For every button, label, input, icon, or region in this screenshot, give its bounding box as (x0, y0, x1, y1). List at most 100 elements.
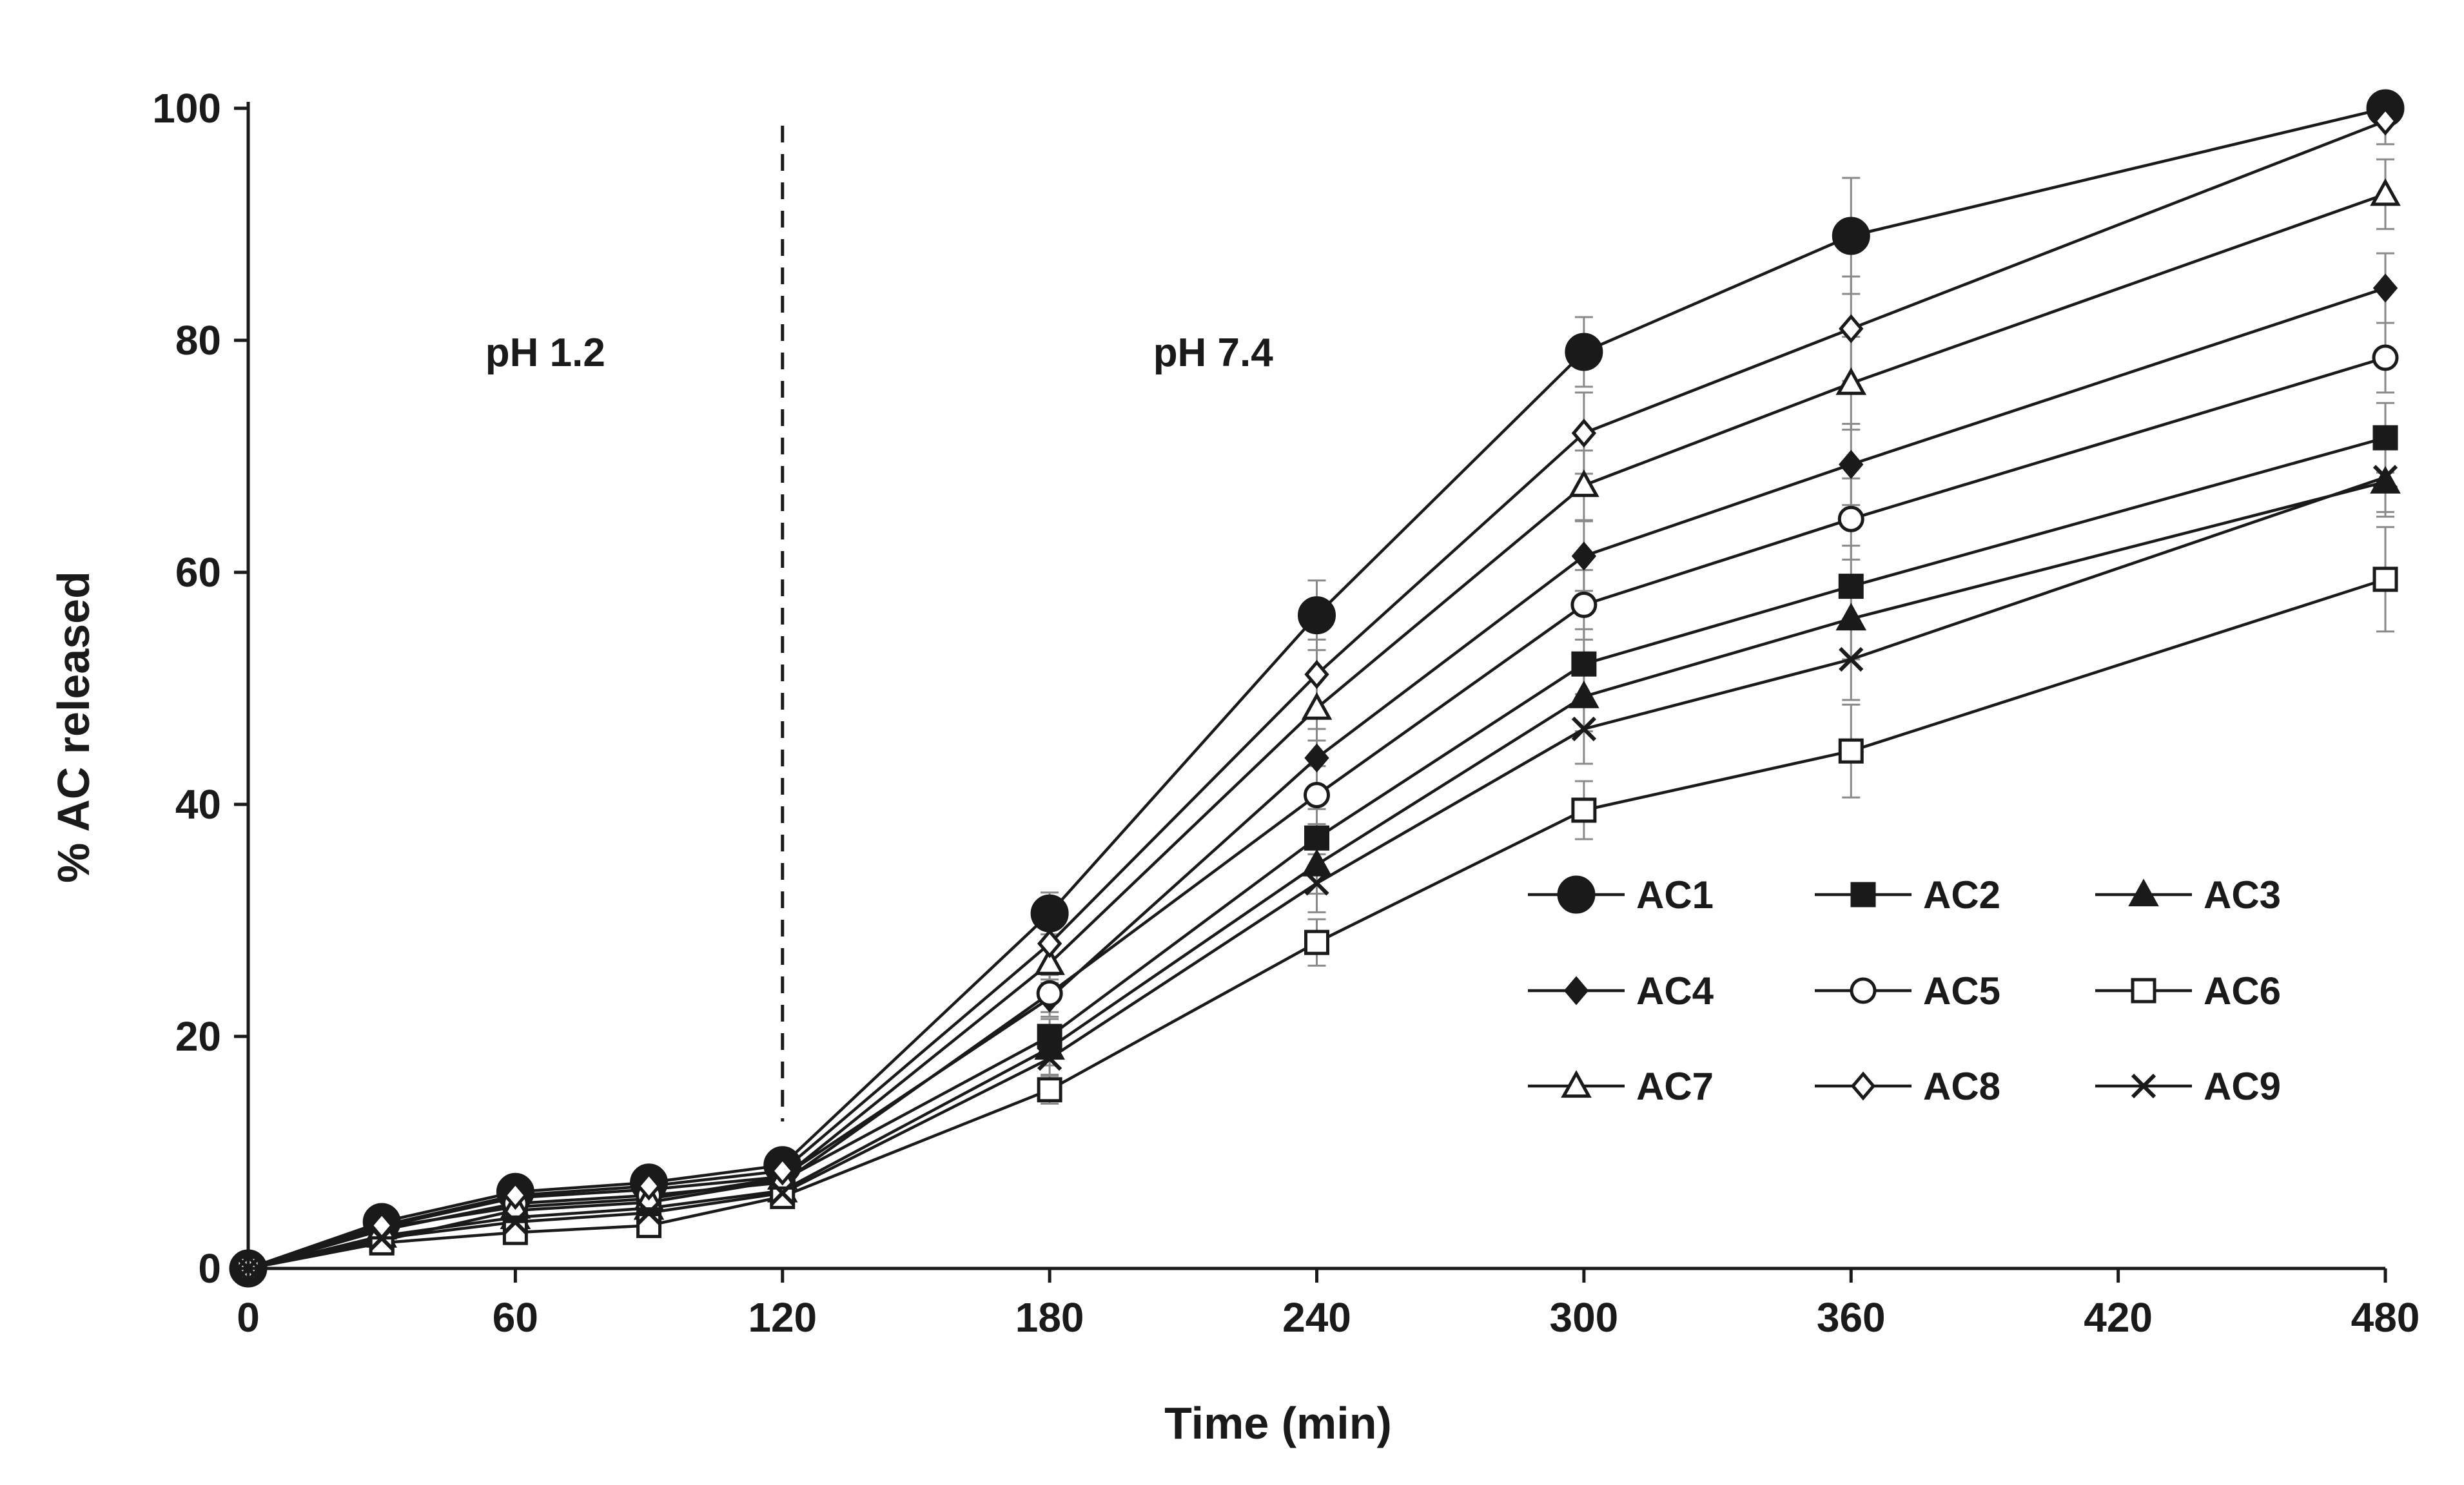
point-ac2-240 (1304, 825, 1329, 851)
point-ac5-240 (1304, 782, 1330, 809)
legend-entry-ac2: AC2 (1815, 873, 2000, 917)
point-ac8-90 (636, 1171, 661, 1201)
legend-marker-ac1 (1557, 875, 1596, 914)
point-ac4-480 (2372, 273, 2398, 303)
error-bars (373, 95, 2394, 1249)
x-tick-label-240: 240 (1282, 1294, 1351, 1341)
point-ac9-180 (1037, 1046, 1062, 1071)
point-ac9-30 (369, 1226, 395, 1251)
point-ac2-480 (2372, 425, 2398, 451)
x-tick-label-300: 300 (1549, 1294, 1618, 1341)
legend-label-ac5: AC5 (1923, 969, 2000, 1013)
legend-label-ac9: AC9 (2204, 1065, 2281, 1108)
series-line-ac6 (248, 578, 2386, 1270)
point-ac1-180 (1030, 894, 1069, 933)
point-ac9-300 (1571, 716, 1596, 742)
legend-label-ac2: AC2 (1923, 873, 2000, 917)
point-ac9-240 (1304, 871, 1329, 896)
point-ac5-300 (1570, 591, 1598, 618)
legend-entry-ac9: AC9 (2095, 1065, 2281, 1108)
phase-label-1: pH 7.4 (1153, 331, 1274, 375)
point-ac8-240 (1304, 659, 1329, 689)
phase-label-0: pH 1.2 (485, 331, 605, 375)
legend-marker-ac5 (1850, 977, 1877, 1004)
x-tick-label-180: 180 (1015, 1294, 1084, 1341)
point-ac7-240 (1301, 692, 1333, 720)
legend-marker-ac2 (1850, 882, 1876, 908)
legend-entry-ac6: AC6 (2095, 969, 2281, 1013)
point-ac7-480 (2370, 178, 2401, 206)
y-tick-label-0: 0 (198, 1245, 221, 1292)
legend-marker-ac9 (2131, 1073, 2156, 1099)
x-tick-label-60: 60 (493, 1294, 538, 1341)
y-tick-label-100: 100 (152, 85, 221, 131)
point-ac4-360 (1839, 450, 1864, 480)
point-ac7-300 (1569, 469, 1599, 498)
point-ac9-60 (503, 1209, 528, 1235)
series-line-ac9 (248, 476, 2386, 1270)
point-ac3-240 (1301, 848, 1333, 877)
point-ac3-300 (1569, 680, 1599, 708)
legend-marker-ac4 (1563, 976, 1589, 1005)
axes: 0 20 40 60 80 100 0 60 120 180 240 300 360 420 480 Time… (48, 85, 2420, 1448)
series-line-ac1 (248, 106, 2386, 1270)
point-ac6-180 (1037, 1077, 1062, 1103)
series-line-ac7 (248, 193, 2386, 1270)
point-ac9-120 (770, 1180, 795, 1206)
legend-entry-ac8: AC8 (1815, 1065, 2000, 1108)
series-line-ac8 (248, 119, 2386, 1270)
y-tick-label-80: 80 (175, 317, 221, 364)
point-ac6-360 (1838, 738, 1864, 764)
legend-marker-ac8 (1850, 1071, 1876, 1101)
y-tick-label-60: 60 (175, 549, 221, 596)
legend-label-ac3: AC3 (2204, 873, 2281, 917)
point-ac5-360 (1837, 505, 1864, 532)
point-ac7-180 (1034, 947, 1065, 975)
point-ac5-180 (1036, 980, 1063, 1007)
point-ac2-300 (1571, 651, 1597, 677)
point-ac3-360 (1835, 603, 1867, 631)
point-ac8-60 (503, 1181, 528, 1210)
point-ac8-120 (770, 1156, 795, 1186)
x-tick-label-0: 0 (237, 1294, 260, 1341)
point-ac7-360 (1835, 367, 1867, 395)
point-ac2-360 (1838, 574, 1864, 599)
legend-entry-ac7: AC7 (1528, 1065, 1714, 1108)
annotations: pH 1.2 pH 7.4 (485, 126, 1274, 1121)
x-axis-title: Time (min) (1164, 1398, 1392, 1448)
point-ac8-180 (1037, 929, 1062, 958)
point-ac5-480 (2372, 344, 2399, 371)
y-tick-label-20: 20 (175, 1013, 221, 1060)
series-line-ac3 (248, 480, 2386, 1270)
point-ac9-360 (1839, 646, 1864, 672)
x-tick-label-120: 120 (748, 1294, 817, 1341)
legend-marker-ac7 (1561, 1070, 1592, 1098)
point-ac6-480 (2372, 567, 2398, 592)
legend: AC1 AC2 AC3 AC4 AC5 AC6 AC7 AC8 AC9 (1528, 873, 2281, 1108)
point-ac4-240 (1304, 743, 1329, 773)
y-tick-label-40: 40 (175, 781, 221, 828)
x-tick-label-420: 420 (2084, 1294, 2153, 1341)
legend-marker-ac3 (2128, 878, 2159, 907)
point-ac8-300 (1571, 418, 1597, 448)
legend-entry-ac1: AC1 (1528, 873, 1714, 917)
point-ac8-480 (2372, 106, 2398, 136)
point-ac6-60 (502, 1219, 528, 1245)
series-markers (229, 89, 2405, 1288)
legend-label-ac6: AC6 (2204, 969, 2281, 1013)
point-ac3-480 (2370, 465, 2401, 494)
point-ac8-360 (1839, 314, 1864, 344)
legend-entry-ac3: AC3 (2095, 873, 2281, 917)
point-ac6-240 (1304, 929, 1329, 955)
x-tick-label-360: 360 (1817, 1294, 1886, 1341)
point-ac9-480 (2372, 465, 2398, 490)
point-ac1-360 (1832, 217, 1870, 255)
point-ac4-300 (1571, 541, 1597, 571)
legend-label-ac8: AC8 (1923, 1065, 2000, 1108)
legend-label-ac7: AC7 (1636, 1065, 1714, 1108)
legend-marker-ac6 (2131, 978, 2156, 1004)
point-ac6-300 (1571, 797, 1597, 823)
point-ac1-300 (1565, 333, 1603, 371)
legend-label-ac1: AC1 (1636, 873, 1714, 917)
